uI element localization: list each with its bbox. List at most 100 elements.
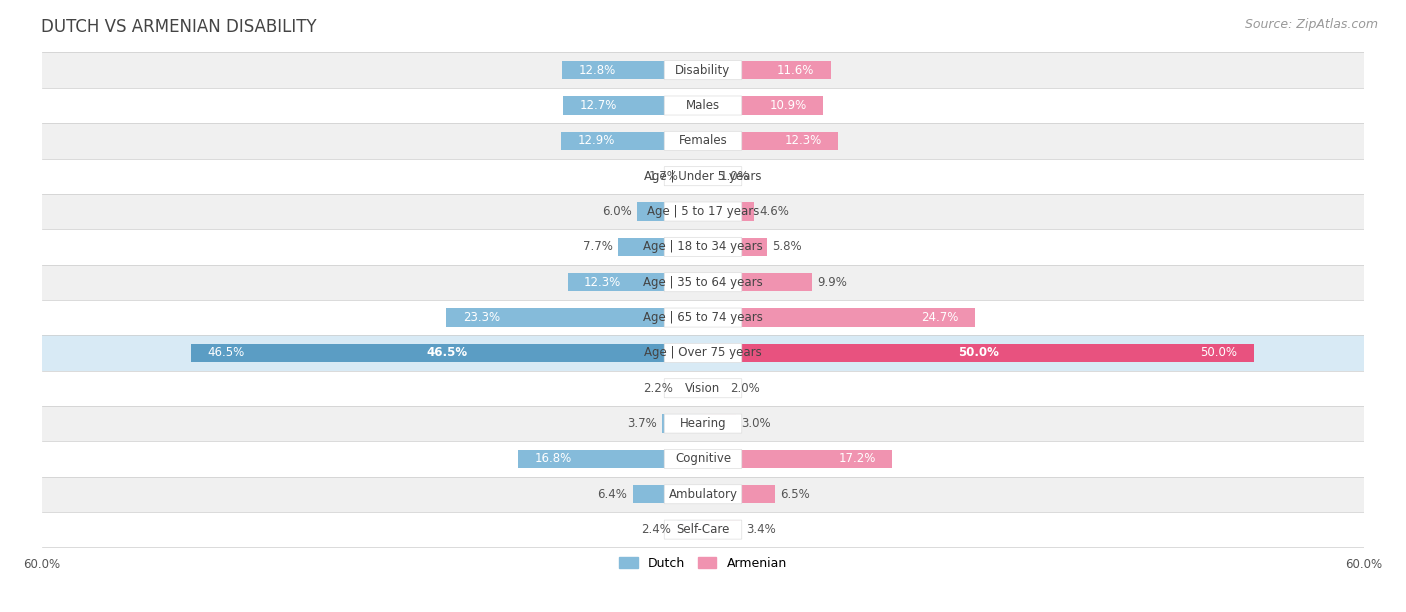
Text: 6.0%: 6.0% [602,205,631,218]
Text: Cognitive: Cognitive [675,452,731,465]
Text: Ambulatory: Ambulatory [668,488,738,501]
FancyBboxPatch shape [664,308,742,327]
Bar [191,344,703,362]
Bar [42,53,1364,88]
Text: Age | Over 75 years: Age | Over 75 years [644,346,762,359]
Bar [703,96,823,114]
Text: 12.7%: 12.7% [579,99,617,112]
Text: 2.0%: 2.0% [731,382,761,395]
Bar [685,167,703,185]
Bar [703,379,725,397]
Text: DUTCH VS ARMENIAN DISABILITY: DUTCH VS ARMENIAN DISABILITY [41,18,316,36]
FancyBboxPatch shape [664,520,742,539]
FancyBboxPatch shape [664,379,742,398]
Text: 3.0%: 3.0% [741,417,770,430]
Bar [446,308,703,327]
FancyBboxPatch shape [664,414,742,433]
Text: Self-Care: Self-Care [676,523,730,536]
Bar [703,61,831,80]
Text: 17.2%: 17.2% [838,452,876,465]
FancyBboxPatch shape [664,237,742,256]
Text: Source: ZipAtlas.com: Source: ZipAtlas.com [1244,18,1378,31]
Text: Males: Males [686,99,720,112]
Text: Disability: Disability [675,64,731,76]
Text: 12.8%: 12.8% [578,64,616,76]
Text: 24.7%: 24.7% [921,311,959,324]
FancyBboxPatch shape [664,449,742,468]
Text: 6.4%: 6.4% [598,488,627,501]
Bar [703,450,893,468]
Bar [703,485,775,504]
Text: 6.5%: 6.5% [780,488,810,501]
Text: 10.9%: 10.9% [769,99,807,112]
Bar [679,379,703,397]
Bar [564,96,703,114]
Bar [662,414,703,433]
Bar [619,237,703,256]
Bar [42,88,1364,123]
Bar [703,237,766,256]
Bar [517,450,703,468]
Bar [561,132,703,150]
Bar [703,203,754,221]
Text: 11.6%: 11.6% [778,64,814,76]
Bar [703,308,974,327]
Bar [42,512,1364,547]
Bar [703,520,741,539]
Text: 9.9%: 9.9% [817,276,848,289]
Bar [703,132,838,150]
Bar [633,485,703,504]
Text: 12.3%: 12.3% [785,135,823,147]
Bar [637,203,703,221]
Text: 5.8%: 5.8% [772,241,801,253]
Text: Females: Females [679,135,727,147]
Bar [42,230,1364,264]
Text: 12.3%: 12.3% [583,276,621,289]
Legend: Dutch, Armenian: Dutch, Armenian [614,551,792,575]
Text: Vision: Vision [685,382,721,395]
FancyBboxPatch shape [664,343,742,362]
FancyBboxPatch shape [664,202,742,221]
Text: 1.7%: 1.7% [650,170,679,183]
Bar [42,264,1364,300]
Text: 50.0%: 50.0% [1201,346,1237,359]
Bar [703,344,1254,362]
Text: Age | 18 to 34 years: Age | 18 to 34 years [643,241,763,253]
Text: 3.7%: 3.7% [627,417,657,430]
Text: 12.9%: 12.9% [578,135,614,147]
Bar [703,273,813,291]
Bar [676,520,703,539]
Bar [42,477,1364,512]
Bar [42,159,1364,194]
FancyBboxPatch shape [664,166,742,185]
FancyBboxPatch shape [664,96,742,115]
Bar [42,370,1364,406]
Bar [42,194,1364,230]
Text: 3.4%: 3.4% [747,523,776,536]
FancyBboxPatch shape [664,485,742,504]
Bar [42,441,1364,477]
Text: 50.0%: 50.0% [957,346,998,359]
Bar [42,123,1364,159]
Bar [42,300,1364,335]
FancyBboxPatch shape [664,273,742,292]
Bar [42,335,1364,370]
Bar [568,273,703,291]
Bar [42,406,1364,441]
Bar [703,167,714,185]
Text: Age | 5 to 17 years: Age | 5 to 17 years [647,205,759,218]
Text: 2.4%: 2.4% [641,523,671,536]
FancyBboxPatch shape [664,61,742,80]
Text: 4.6%: 4.6% [759,205,789,218]
Text: 7.7%: 7.7% [583,241,613,253]
Text: 46.5%: 46.5% [207,346,245,359]
Text: 1.0%: 1.0% [720,170,749,183]
Bar [703,414,737,433]
Bar [562,61,703,80]
Text: 16.8%: 16.8% [534,452,572,465]
Text: Hearing: Hearing [679,417,727,430]
Text: Age | 35 to 64 years: Age | 35 to 64 years [643,276,763,289]
FancyBboxPatch shape [664,132,742,151]
Text: 23.3%: 23.3% [463,311,501,324]
Text: 46.5%: 46.5% [426,346,467,359]
